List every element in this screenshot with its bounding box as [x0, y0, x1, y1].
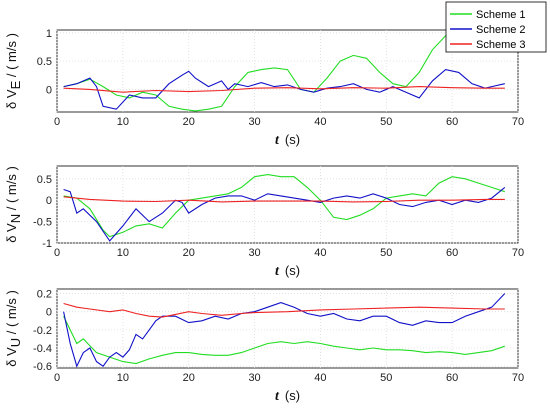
y-tick-label: -0.4 [33, 343, 52, 355]
panel-1: 0 10 20 30 40 50 60 70 1 0.5 0 t (s) δ VE / ( m/s ) [4, 28, 524, 148]
panels: 0 10 20 30 40 50 60 70 1 0.5 0 t (s) δ VE / ( m/s ) 0 1… [4, 28, 524, 404]
x-tick-label: 50 [380, 116, 392, 128]
legend: Scheme 1 Scheme 2 Scheme 3 [445, 1, 547, 53]
y-tick-label: -0.6 [33, 361, 52, 373]
series-line-scheme-2 [63, 186, 506, 242]
y-axis-label: δ VU / ( m/s ) [4, 290, 23, 367]
legend-label: Scheme 1 [476, 9, 526, 21]
x-tick-label: 10 [117, 372, 129, 384]
series-line-scheme-3 [63, 196, 505, 203]
x-tick-label: 0 [54, 247, 60, 259]
y-tick-label: -0.5 [33, 217, 52, 229]
x-tick-label: 40 [314, 372, 326, 384]
x-tick-label: 10 [117, 116, 129, 128]
y-tick-label: -1 [42, 238, 52, 250]
legend-label: Scheme 2 [476, 24, 526, 36]
x-tick-label: 0 [54, 372, 60, 384]
y-tick-label: 0 [46, 307, 52, 319]
y-tick-label: 0 [46, 84, 52, 96]
x-tick-label: 70 [512, 247, 524, 259]
plot-area [56, 288, 519, 369]
panel-2: 0 10 20 30 40 50 60 70 0.5 0 -0.5 -1 t (s) δ VN / ( m/… [4, 165, 524, 279]
x-tick-label: 40 [314, 247, 326, 259]
x-tick-label: 30 [248, 372, 260, 384]
x-tick-label: 20 [183, 116, 195, 128]
plot-area [56, 29, 519, 113]
y-tick-label: 0 [46, 195, 52, 207]
x-tick-label: 30 [248, 247, 260, 259]
y-tick-label: -0.2 [33, 325, 52, 337]
plot-area [56, 165, 519, 244]
panel-3: 0 10 20 30 40 50 60 70 0.2 0 -0.2 -0.4 -0.6 t (s) δ VU … [4, 289, 524, 404]
y-tick-label: 0.5 [37, 56, 52, 68]
series-line-scheme-1 [63, 174, 505, 238]
x-tick-label: 50 [380, 372, 392, 384]
legend-label: Scheme 3 [476, 39, 526, 51]
x-tick-label: 60 [446, 372, 458, 384]
y-tick-label: 0.2 [37, 289, 52, 301]
x-axis-label: t (s) [275, 263, 300, 279]
x-tick-label: 50 [380, 247, 392, 259]
x-tick-label: 20 [183, 247, 195, 259]
series-line-scheme-3 [63, 302, 505, 318]
y-tick-label: 0.5 [37, 174, 52, 186]
x-axis-label: t (s) [275, 388, 300, 404]
x-tick-label: 20 [183, 372, 195, 384]
x-tick-label: 60 [446, 247, 458, 259]
series-line-scheme-2 [63, 69, 505, 110]
x-tick-label: 30 [248, 116, 260, 128]
x-axis-label: t (s) [275, 132, 300, 148]
x-tick-label: 10 [117, 247, 129, 259]
x-tick-label: 40 [314, 116, 326, 128]
x-tick-label: 70 [512, 372, 524, 384]
x-tick-label: 60 [446, 116, 458, 128]
series-line-scheme-2 [63, 293, 506, 368]
y-axis-label: δ VE / ( m/s ) [4, 33, 23, 109]
y-axis-label: δ VN / ( m/s ) [4, 166, 23, 243]
x-tick-label: 0 [54, 116, 60, 128]
y-tick-label: 1 [46, 28, 52, 40]
x-tick-label: 70 [512, 116, 524, 128]
series-line-scheme-1 [63, 315, 505, 365]
series-line-scheme-3 [63, 86, 505, 93]
series-line-scheme-1 [63, 31, 506, 112]
